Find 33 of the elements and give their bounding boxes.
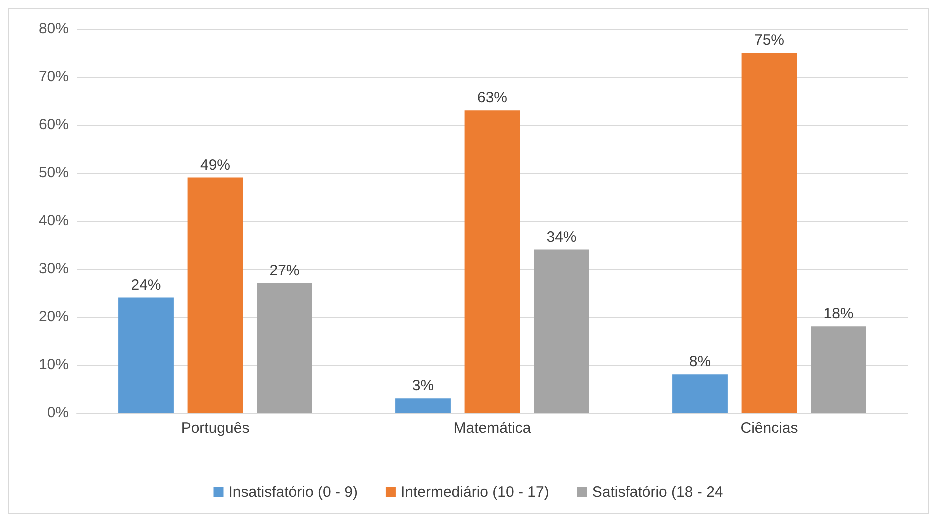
bar (257, 283, 312, 413)
data-label: 27% (270, 262, 300, 280)
bar (396, 398, 451, 413)
legend-label: Intermediário (10 - 17) (400, 484, 550, 501)
bar (534, 250, 590, 413)
y-tick-label: 70% (38, 68, 69, 86)
bar (811, 326, 866, 413)
x-tick-label: Ciências (740, 420, 798, 437)
data-label: 49% (200, 156, 231, 174)
data-label: 34% (546, 228, 577, 246)
y-tick-label: 10% (38, 356, 69, 374)
y-tick-label: 60% (38, 116, 69, 134)
data-label: 24% (131, 276, 162, 294)
y-tick-label: 80% (38, 20, 69, 38)
data-label: 18% (824, 306, 854, 323)
y-tick-label: 40% (38, 212, 69, 230)
data-label: 8% (689, 354, 712, 371)
y-tick-label: 30% (38, 260, 69, 278)
y-tick-label: 20% (38, 308, 69, 326)
legend-label: Satisfatório (18 - 24 (592, 484, 724, 501)
x-tick-label: Matemática (454, 420, 532, 437)
bar (118, 298, 174, 413)
y-tick-label: 0% (47, 404, 69, 422)
data-label: 63% (477, 90, 508, 107)
bar (672, 374, 728, 413)
data-label: 75% (754, 32, 785, 49)
data-label: 3% (412, 378, 434, 395)
y-tick-label: 50% (38, 164, 69, 182)
legend-label: Insatisfatório (0 - 9) (228, 484, 358, 501)
bar (464, 110, 520, 413)
bar (188, 178, 244, 413)
x-tick-label: Português (181, 420, 250, 437)
bar (742, 53, 798, 413)
